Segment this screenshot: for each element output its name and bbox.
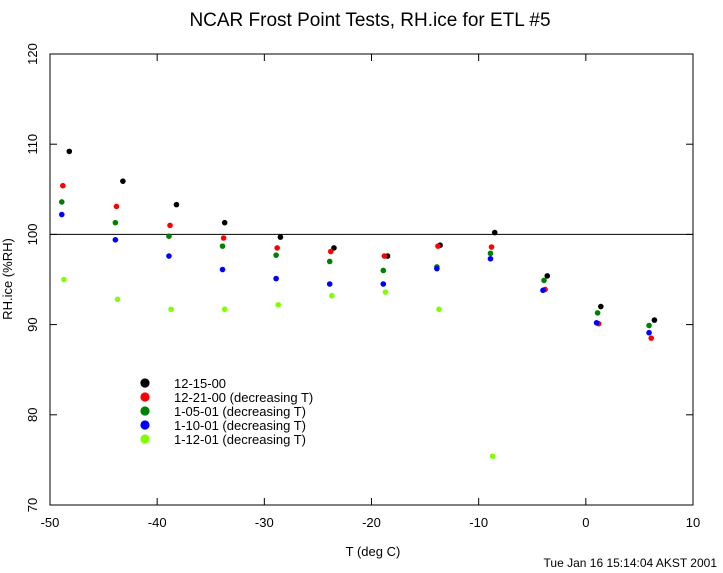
data-point-series-4 — [166, 253, 172, 259]
data-point-series-4 — [326, 281, 333, 287]
legend-marker — [140, 406, 150, 416]
chart-title: NCAR Frost Point Tests, RH.ice for ETL #… — [189, 10, 550, 31]
data-point-series-3 — [273, 252, 279, 258]
x-tick-label: -10 — [469, 515, 488, 530]
x-tick-label: -50 — [41, 515, 60, 530]
data-point-series-1 — [544, 273, 551, 279]
data-point-series-4 — [487, 255, 494, 262]
x-tick-label: 10 — [686, 515, 700, 530]
x-tick-label: 0 — [582, 515, 589, 530]
x-tick-label: -20 — [362, 515, 381, 530]
data-point-series-2 — [488, 244, 495, 250]
data-point-series-1 — [277, 234, 284, 240]
data-point-series-5 — [114, 296, 121, 303]
data-point-series-1 — [331, 245, 337, 251]
data-point-series-3 — [112, 219, 119, 226]
y-tick-label: 110 — [25, 134, 40, 155]
legend-label: 1-12-01 (decreasing T) — [174, 432, 306, 447]
data-point-series-1 — [651, 317, 658, 323]
data-point-series-3 — [219, 243, 226, 249]
data-point-series-3 — [58, 199, 65, 205]
x-tick-label: -30 — [255, 515, 274, 530]
y-tick-label: 70 — [25, 498, 40, 512]
data-points — [58, 148, 658, 460]
data-point-series-2 — [381, 253, 388, 259]
data-point-series-2 — [435, 243, 441, 249]
y-axis-label: RH.ice (%RH) — [0, 238, 15, 320]
data-point-series-1 — [66, 148, 73, 155]
data-point-series-5 — [221, 306, 228, 313]
data-point-series-5 — [489, 453, 496, 460]
data-point-series-4 — [380, 281, 387, 287]
data-point-series-1 — [120, 178, 126, 184]
legend-marker — [140, 434, 150, 444]
data-point-series-4 — [112, 237, 119, 243]
data-point-series-3 — [166, 233, 172, 240]
legend-marker — [140, 420, 150, 430]
data-point-series-2 — [274, 245, 280, 251]
legend-label: 12-21-00 (decreasing T) — [174, 390, 313, 405]
data-point-series-3 — [646, 322, 652, 329]
data-point-series-5 — [329, 292, 335, 299]
data-point-series-2 — [167, 222, 173, 229]
data-point-series-1 — [173, 201, 180, 208]
data-point-series-5 — [275, 301, 282, 308]
timestamp: Tue Jan 16 15:14:04 AKST 2001 — [544, 556, 718, 570]
data-point-series-1 — [221, 219, 228, 226]
legend-label: 1-05-01 (decreasing T) — [174, 404, 306, 419]
data-point-series-4 — [273, 275, 279, 282]
x-tick-label: -40 — [148, 515, 167, 530]
data-point-series-3 — [326, 258, 333, 265]
data-point-series-4 — [540, 287, 546, 294]
data-point-series-2 — [60, 182, 66, 189]
data-point-series-2 — [327, 248, 334, 255]
data-point-series-3 — [594, 310, 601, 316]
y-tick-label: 90 — [25, 317, 40, 331]
legend-marker — [140, 392, 150, 402]
data-point-series-5 — [61, 276, 67, 283]
data-point-series-2 — [113, 203, 120, 210]
data-point-series-3 — [380, 267, 387, 274]
data-point-series-5 — [168, 306, 174, 313]
data-point-series-4 — [434, 265, 440, 272]
legend-label: 12-15-00 — [174, 376, 226, 391]
data-point-series-5 — [436, 306, 442, 313]
y-tick-label: 100 — [25, 224, 40, 246]
data-point-series-1 — [598, 303, 604, 310]
y-tick-label: 80 — [25, 408, 40, 422]
x-axis: -50 -40 -30 -20 -10 0 10 — [41, 54, 700, 530]
y-axis: 70 80 90 100 110 120 — [25, 43, 693, 512]
data-point-series-4 — [219, 266, 226, 273]
y-tick-label: 120 — [25, 43, 40, 65]
data-point-series-3 — [487, 250, 494, 257]
data-point-series-5 — [382, 289, 389, 295]
data-point-series-4 — [646, 329, 652, 336]
data-point-series-4 — [593, 319, 600, 326]
data-point-series-1 — [491, 229, 498, 236]
x-axis-label: T (deg C) — [346, 544, 401, 559]
data-point-series-2 — [648, 335, 655, 341]
data-point-series-2 — [220, 235, 227, 241]
legend-marker — [140, 378, 150, 388]
data-point-series-4 — [58, 211, 65, 218]
data-point-series-3 — [541, 277, 547, 284]
legend-label: 1-10-01 (decreasing T) — [174, 418, 306, 433]
